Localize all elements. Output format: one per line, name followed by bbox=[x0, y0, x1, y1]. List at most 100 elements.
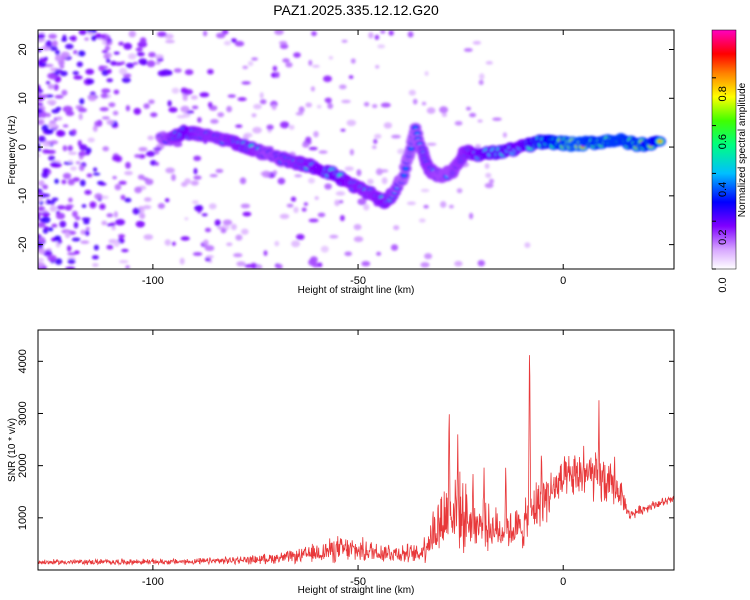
noise-blob bbox=[157, 203, 165, 209]
x-tick-label: -50 bbox=[350, 275, 366, 287]
noise-blob bbox=[57, 129, 63, 137]
x-tick-label: -100 bbox=[142, 275, 164, 287]
noise-blob bbox=[54, 94, 64, 99]
noise-blob bbox=[298, 106, 305, 113]
spectrogram-frame bbox=[37, 29, 675, 270]
noise-blob bbox=[363, 102, 370, 107]
noise-blob bbox=[344, 166, 354, 171]
noise-blob bbox=[154, 149, 160, 155]
noise-blob bbox=[78, 50, 86, 57]
colorbar-tick-label: 0.4 bbox=[717, 182, 729, 197]
noise-blob bbox=[210, 119, 219, 124]
noise-blob bbox=[393, 225, 400, 231]
noise-blob bbox=[38, 196, 43, 203]
noise-blob bbox=[441, 112, 447, 117]
noise-blob bbox=[64, 231, 71, 239]
noise-blob bbox=[81, 217, 91, 221]
noise-blob bbox=[38, 212, 43, 216]
noise-blob bbox=[66, 245, 72, 252]
noise-blob bbox=[138, 206, 144, 211]
noise-blob bbox=[93, 244, 99, 251]
noise-blob bbox=[216, 32, 226, 39]
noise-blob bbox=[38, 236, 46, 244]
noise-blob bbox=[125, 161, 131, 169]
noise-blob bbox=[79, 179, 86, 187]
noise-blob bbox=[242, 211, 252, 217]
noise-blob bbox=[478, 79, 484, 86]
y-tick-label: 20 bbox=[17, 43, 29, 55]
noise-blob bbox=[277, 177, 286, 185]
noise-blob bbox=[86, 173, 93, 178]
noise-blob bbox=[282, 58, 290, 63]
noise-blob bbox=[128, 30, 136, 38]
noise-blob bbox=[70, 166, 77, 171]
noise-blob bbox=[173, 68, 182, 73]
noise-blob bbox=[71, 237, 81, 242]
noise-blob bbox=[291, 240, 301, 248]
noise-blob bbox=[240, 203, 251, 209]
noise-blob bbox=[206, 255, 214, 259]
noise-blob bbox=[125, 265, 130, 269]
noise-blob bbox=[217, 112, 225, 118]
noise-blob bbox=[193, 175, 202, 180]
noise-blob bbox=[49, 45, 58, 51]
noise-blob bbox=[222, 219, 233, 226]
snr-ticks: -100 -50 0 1000 2000 3000 4000 bbox=[17, 330, 674, 588]
noise-blob bbox=[305, 102, 313, 108]
noise-blob bbox=[100, 34, 106, 39]
noise-blob bbox=[421, 101, 427, 106]
noise-blob bbox=[46, 81, 51, 85]
noise-blob bbox=[357, 198, 367, 206]
noise-blob bbox=[316, 104, 322, 109]
noise-blob bbox=[72, 71, 80, 75]
noise-blob bbox=[204, 227, 212, 233]
noise-blob bbox=[176, 115, 187, 119]
noise-blob bbox=[112, 155, 120, 162]
noise-blob bbox=[167, 70, 173, 76]
noise-blob bbox=[484, 182, 494, 189]
noise-blob bbox=[54, 178, 59, 184]
noise-blob bbox=[502, 132, 507, 138]
noise-blob bbox=[353, 224, 362, 231]
y-tick-label: 1000 bbox=[17, 506, 29, 530]
noise-blob bbox=[102, 146, 109, 152]
noise-blob bbox=[353, 236, 364, 243]
noise-blob bbox=[78, 113, 83, 120]
noise-blob bbox=[233, 253, 243, 258]
noise-blob bbox=[84, 230, 90, 236]
noise-blob bbox=[74, 216, 81, 221]
noise-blob bbox=[121, 77, 131, 83]
noise-blob bbox=[469, 112, 477, 118]
noise-blob bbox=[182, 95, 188, 101]
noise-blob bbox=[220, 227, 227, 234]
noise-blob bbox=[318, 150, 328, 154]
noise-blob bbox=[65, 266, 76, 269]
noise-blob bbox=[255, 265, 262, 269]
noise-blob bbox=[125, 105, 130, 112]
noise-blob bbox=[344, 251, 353, 257]
noise-blob bbox=[38, 107, 43, 114]
noise-blob bbox=[440, 201, 447, 208]
noise-blob bbox=[165, 167, 175, 174]
noise-blob bbox=[93, 172, 101, 176]
noise-blob bbox=[263, 250, 268, 256]
noise-blob bbox=[271, 104, 277, 111]
ridge-core bbox=[403, 166, 409, 171]
noise-blob bbox=[106, 244, 114, 250]
noise-blob bbox=[317, 212, 326, 218]
noise-blob bbox=[237, 97, 247, 102]
noise-blob bbox=[138, 212, 146, 219]
noise-blob bbox=[56, 205, 66, 210]
noise-blob bbox=[251, 113, 257, 118]
noise-blob bbox=[61, 179, 67, 185]
noise-blob bbox=[108, 102, 116, 108]
noise-blob bbox=[75, 161, 81, 165]
noise-blob bbox=[184, 178, 192, 185]
noise-blob bbox=[193, 155, 202, 161]
noise-blob bbox=[171, 174, 176, 181]
noise-blob bbox=[272, 170, 278, 175]
noise-blob bbox=[361, 261, 371, 267]
noise-blob bbox=[374, 133, 382, 139]
noise-blob bbox=[41, 124, 49, 132]
